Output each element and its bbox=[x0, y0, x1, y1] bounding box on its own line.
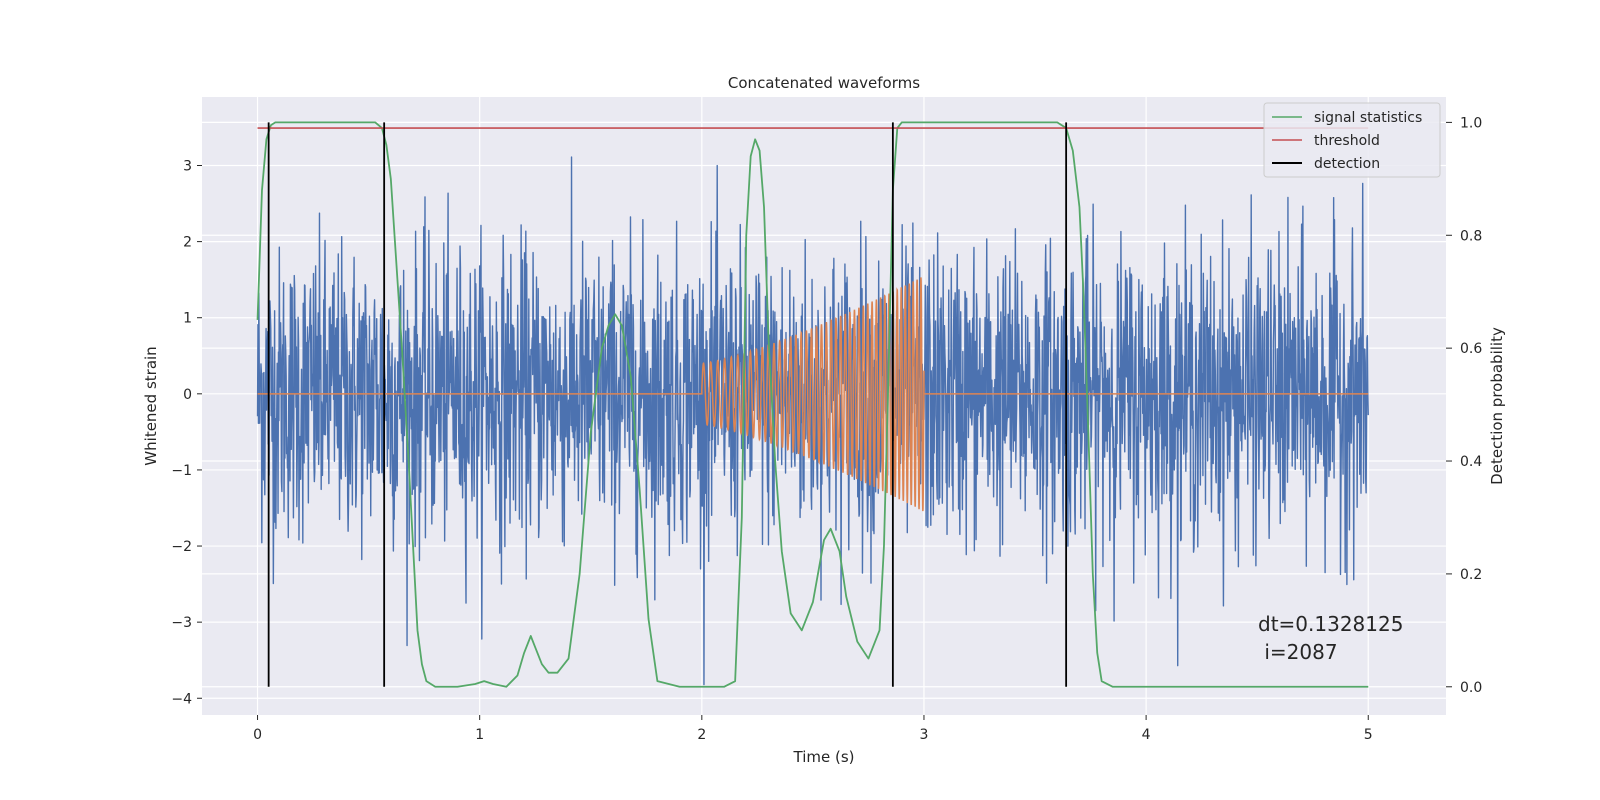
signal-statistics-line bbox=[256, 121, 1369, 688]
y-tick-label: −4 bbox=[171, 691, 192, 707]
annotation-dt: dt=0.1328125 bbox=[1258, 612, 1403, 636]
y-tick-label: 2 bbox=[183, 235, 192, 251]
x-tick-label: 5 bbox=[1364, 727, 1373, 743]
x-axis-ticks: 0 1 2 3 4 5 bbox=[253, 715, 1373, 743]
injected-signal-series bbox=[257, 277, 1369, 512]
y2-axis-label: Detection probability bbox=[1488, 327, 1506, 485]
y-tick-label: −3 bbox=[171, 615, 192, 631]
y-tick-label: 1 bbox=[183, 311, 192, 327]
y2-axis-ticks: 0.0 0.2 0.4 0.6 0.8 1.0 bbox=[1446, 115, 1482, 696]
legend: signal statistics threshold detection bbox=[1263, 102, 1441, 178]
x-tick-label: 4 bbox=[1142, 727, 1151, 743]
detection-series bbox=[267, 122, 1068, 687]
y-axis-label: Whitened strain bbox=[142, 346, 160, 465]
legend-box bbox=[1263, 102, 1441, 178]
x-tick-label: 2 bbox=[697, 727, 706, 743]
y-tick-label: 0 bbox=[183, 387, 192, 403]
annotation: dt=0.1328125 i=2087 bbox=[1258, 612, 1403, 664]
x-tick-label: 3 bbox=[920, 727, 929, 743]
y2-tick-label: 0.0 bbox=[1460, 680, 1482, 696]
annotation-index: i=2087 bbox=[1258, 640, 1338, 664]
y2-tick-label: 0.8 bbox=[1460, 228, 1482, 244]
y-tick-label: 3 bbox=[183, 158, 192, 174]
y-tick-label: −2 bbox=[171, 539, 192, 555]
injected-signal-trace bbox=[257, 277, 1369, 512]
chart-title: Concatenated waveforms bbox=[728, 74, 920, 92]
y-axis-ticks: −4 −3 −2 −1 0 1 2 3 bbox=[171, 158, 202, 707]
y2-tick-label: 1.0 bbox=[1460, 115, 1482, 131]
legend-label-detection: detection bbox=[1314, 156, 1380, 172]
x-tick-label: 1 bbox=[475, 727, 484, 743]
y2-tick-label: 0.4 bbox=[1460, 454, 1482, 470]
y2-tick-label: 0.2 bbox=[1460, 567, 1482, 583]
legend-label-threshold: threshold bbox=[1314, 133, 1380, 149]
y2-tick-label: 0.6 bbox=[1460, 341, 1482, 357]
legend-label-signal-statistics: signal statistics bbox=[1314, 110, 1422, 126]
x-tick-label: 0 bbox=[253, 727, 262, 743]
signal-statistics-series bbox=[256, 121, 1369, 688]
x-axis-label: Time (s) bbox=[793, 748, 855, 766]
y-tick-label: −1 bbox=[171, 463, 192, 479]
